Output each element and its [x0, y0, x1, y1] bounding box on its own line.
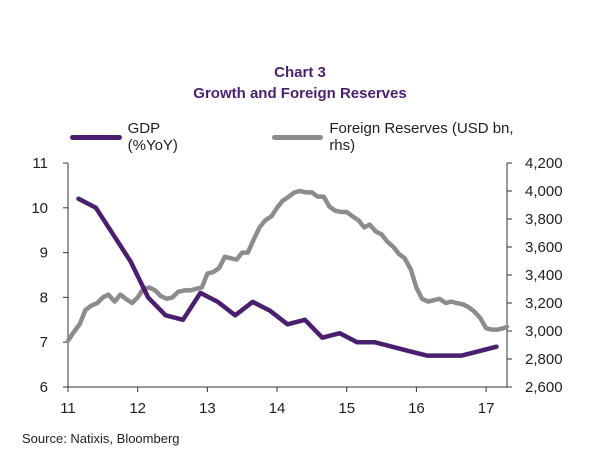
- x-tick-label: 13: [199, 400, 216, 417]
- y-right-tick-label: 3,400: [525, 267, 563, 284]
- x-tick-label: 17: [478, 400, 495, 417]
- y-left-tick-label: 8: [40, 289, 48, 306]
- y-left-tick-label: 6: [40, 379, 48, 396]
- y-right-tick-label: 3,800: [525, 211, 563, 228]
- y-right-tick-label: 3,000: [525, 323, 563, 340]
- legend-swatch-gdp: [70, 134, 122, 140]
- x-tick-label: 12: [129, 400, 146, 417]
- legend: GDP (%YoY) Foreign Reserves (USD bn, rhs…: [70, 120, 600, 154]
- chart-subtitle: Growth and Foreign Reserves: [193, 85, 407, 102]
- legend-item-reserves: Foreign Reserves (USD bn, rhs): [271, 120, 542, 154]
- y-right-tick-label: 4,200: [525, 155, 563, 172]
- chart-source: Source: Natixis, Bloomberg: [22, 431, 180, 446]
- x-tick-label: 14: [269, 400, 286, 417]
- legend-swatch-reserves: [271, 134, 324, 140]
- y-right-tick-label: 2,600: [525, 379, 563, 396]
- y-left-tick-label: 9: [40, 245, 48, 262]
- x-tick-label: 15: [338, 400, 355, 417]
- legend-label-reserves: Foreign Reserves (USD bn, rhs): [329, 120, 514, 154]
- y-left-tick-label: 7: [40, 334, 48, 351]
- y-right-tick-label: 3,200: [525, 295, 563, 312]
- y-right-tick-label: 2,800: [525, 351, 563, 368]
- y-left-tick-label: 11: [32, 155, 48, 172]
- y-right-tick-label: 3,600: [525, 239, 563, 256]
- legend-item-gdp: GDP (%YoY): [70, 120, 214, 154]
- series-line-reserves: [65, 188, 510, 344]
- chart-title: Chart 3: [274, 64, 326, 81]
- y-left-tick-label: 10: [31, 200, 48, 217]
- x-tick-label: 11: [60, 400, 76, 417]
- y-right-tick-label: 4,000: [525, 183, 563, 200]
- series-line-gdp: [76, 196, 499, 358]
- x-tick-label: 16: [408, 400, 425, 417]
- legend-label-gdp: GDP (%YoY): [127, 120, 178, 154]
